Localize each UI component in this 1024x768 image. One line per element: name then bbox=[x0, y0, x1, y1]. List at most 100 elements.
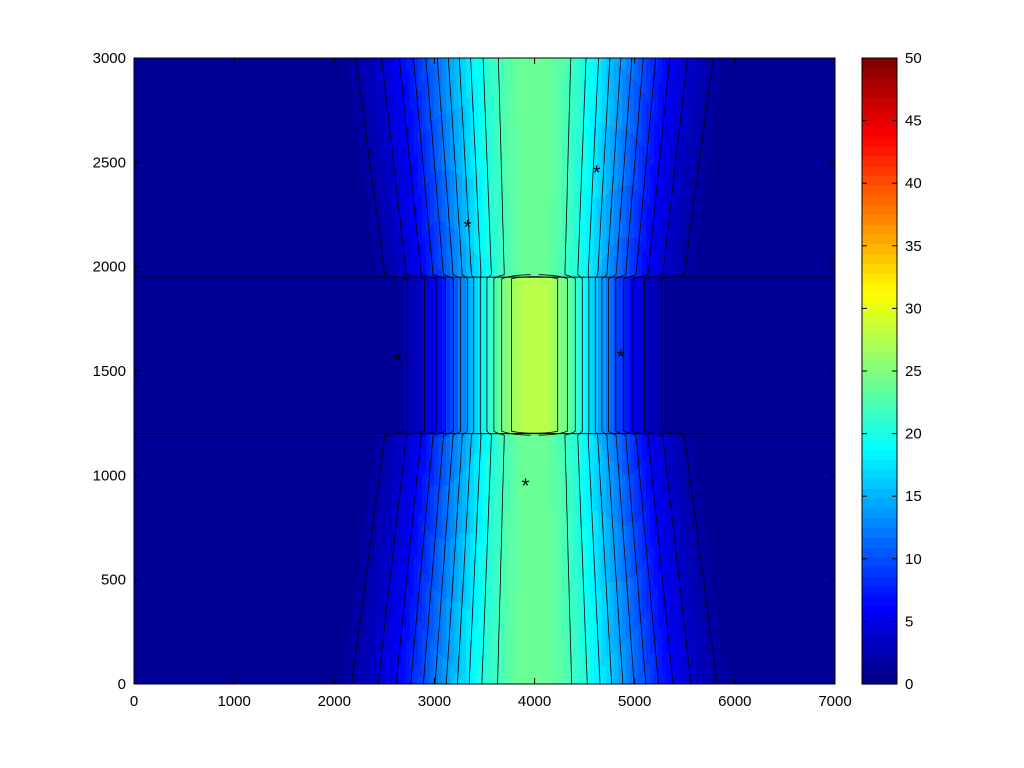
contour-cell bbox=[174, 290, 179, 295]
contour-cell bbox=[230, 90, 235, 95]
contour-cell bbox=[170, 222, 175, 227]
contour-cell bbox=[242, 490, 247, 495]
contour-cell bbox=[206, 374, 211, 379]
contour-cell bbox=[250, 198, 255, 203]
contour-cell bbox=[234, 542, 239, 547]
contour-cell bbox=[174, 642, 179, 647]
contour-cell bbox=[158, 586, 163, 591]
contour-cell bbox=[226, 534, 231, 539]
contour-cell bbox=[138, 562, 143, 567]
contour-cell bbox=[226, 270, 231, 275]
contour-cell bbox=[250, 330, 255, 335]
contour-cell bbox=[138, 434, 143, 439]
contour-cell bbox=[158, 346, 163, 351]
contour-cell bbox=[146, 214, 151, 219]
contour-cell bbox=[142, 578, 147, 583]
contour-cell bbox=[214, 106, 219, 111]
contour-cell bbox=[142, 182, 147, 187]
contour-cell bbox=[202, 58, 207, 63]
contour-cell bbox=[218, 370, 223, 375]
contour-cell bbox=[202, 382, 207, 387]
contour-cell bbox=[166, 310, 171, 315]
contour-cell bbox=[186, 634, 191, 639]
contour-cell bbox=[210, 206, 215, 211]
contour-cell bbox=[134, 214, 139, 219]
contour-cell bbox=[134, 494, 139, 499]
contour-cell bbox=[182, 178, 187, 183]
contour-cell bbox=[242, 130, 247, 135]
contour-cell bbox=[146, 290, 151, 295]
contour-cell bbox=[182, 398, 187, 403]
contour-cell bbox=[258, 574, 263, 579]
contour-cell bbox=[218, 478, 223, 483]
contour-cell bbox=[222, 582, 227, 587]
contour-cell bbox=[206, 522, 211, 527]
contour-cell bbox=[170, 346, 175, 351]
contour-cell bbox=[162, 234, 167, 239]
contour-cell bbox=[218, 110, 223, 115]
contour-cell bbox=[174, 210, 179, 215]
contour-cell bbox=[254, 498, 259, 503]
contour-cell bbox=[194, 94, 199, 99]
contour-cell bbox=[174, 502, 179, 507]
contour-cell bbox=[250, 466, 255, 471]
contour-cell bbox=[238, 598, 243, 603]
contour-cell bbox=[186, 190, 191, 195]
contour-cell bbox=[226, 566, 231, 571]
contour-cell bbox=[250, 378, 255, 383]
contour-cell bbox=[174, 410, 179, 415]
contour-cell bbox=[234, 450, 239, 455]
contour-cell bbox=[234, 610, 239, 615]
contour-cell bbox=[182, 678, 187, 683]
contour-cell bbox=[258, 354, 263, 359]
contour-cell bbox=[210, 258, 215, 263]
contour-cell bbox=[246, 122, 251, 127]
contour-cell bbox=[222, 386, 227, 391]
contour-cell bbox=[194, 206, 199, 211]
contour-cell bbox=[238, 618, 243, 623]
contour-cell bbox=[178, 406, 183, 411]
contour-cell bbox=[214, 598, 219, 603]
contour-cell bbox=[198, 382, 203, 387]
contour-cell bbox=[150, 150, 155, 155]
contour-cell bbox=[142, 626, 147, 631]
contour-cell bbox=[134, 458, 139, 463]
contour-cell bbox=[238, 194, 243, 199]
contour-cell bbox=[238, 634, 243, 639]
contour-cell bbox=[258, 526, 263, 531]
contour-cell bbox=[134, 338, 139, 343]
contour-cell bbox=[154, 458, 159, 463]
contour-cell bbox=[154, 298, 159, 303]
contour-cell bbox=[146, 82, 151, 87]
contour-cell bbox=[174, 246, 179, 251]
contour-cell bbox=[226, 526, 231, 531]
contour-cell bbox=[222, 642, 227, 647]
contour-cell bbox=[166, 250, 171, 255]
contour-cell bbox=[230, 66, 235, 71]
contour-cell bbox=[174, 610, 179, 615]
contour-cell bbox=[178, 434, 183, 439]
contour-cell bbox=[206, 142, 211, 147]
contour-cell bbox=[246, 678, 251, 683]
contour-cell bbox=[162, 90, 167, 95]
contour-cell bbox=[206, 626, 211, 631]
contour-cell bbox=[170, 146, 175, 151]
contour-cell bbox=[226, 542, 231, 547]
contour-cell bbox=[166, 514, 171, 519]
contour-cell bbox=[230, 626, 235, 631]
contour-cell bbox=[194, 658, 199, 663]
contour-cell bbox=[182, 350, 187, 355]
contour-cell bbox=[178, 186, 183, 191]
contour-cell bbox=[146, 86, 151, 91]
contour-cell bbox=[242, 462, 247, 467]
contour-cell bbox=[254, 482, 259, 487]
contour-cell bbox=[190, 446, 195, 451]
contour-cell bbox=[246, 518, 251, 523]
contour-cell bbox=[246, 474, 251, 479]
contour-cell bbox=[170, 466, 175, 471]
contour-cell bbox=[170, 358, 175, 363]
contour-cell bbox=[234, 374, 239, 379]
contour-cell bbox=[202, 654, 207, 659]
contour-cell bbox=[254, 518, 259, 523]
contour-cell bbox=[206, 74, 211, 79]
